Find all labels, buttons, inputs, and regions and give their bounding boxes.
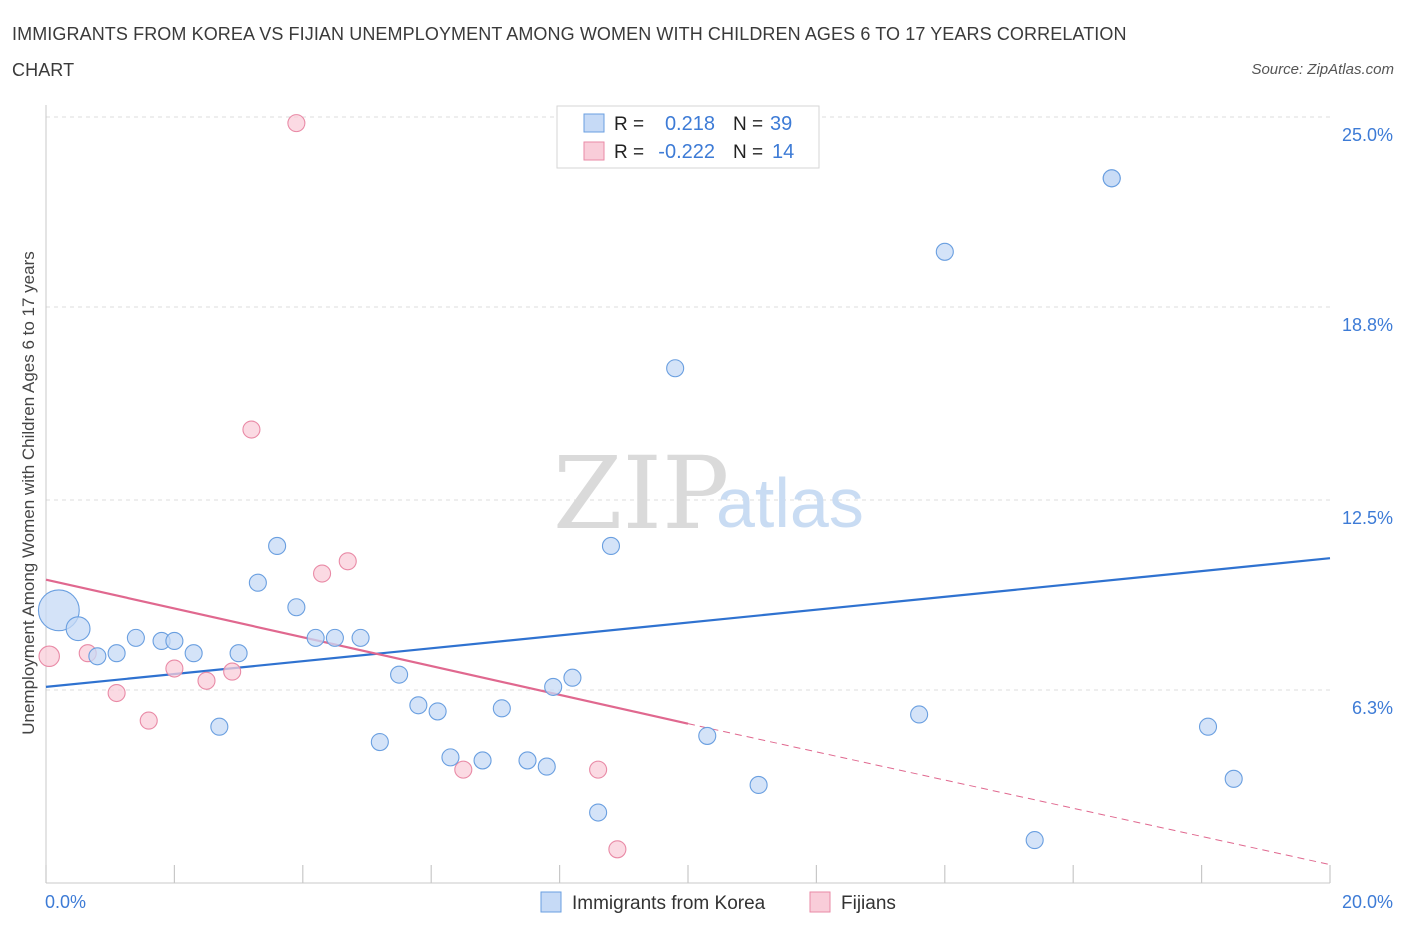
data-points bbox=[37, 114, 1243, 859]
korea-trend-line bbox=[45, 557, 1331, 688]
korea-point bbox=[563, 668, 582, 687]
korea-point bbox=[666, 359, 685, 378]
y-tick-label: 25.0% bbox=[1342, 125, 1393, 145]
legend-fijians-swatch bbox=[809, 891, 831, 913]
korea-n-value: 39 bbox=[770, 113, 792, 135]
korea-point bbox=[589, 803, 608, 822]
fijian-point bbox=[313, 564, 332, 583]
korea-point bbox=[544, 677, 563, 696]
korea-point bbox=[165, 631, 184, 650]
korea-point bbox=[268, 536, 287, 556]
fijian-r-value: -0.222 bbox=[658, 141, 715, 163]
source-label: Source: ZipAtlas.com bbox=[1251, 61, 1394, 78]
series-legend: Immigrants from Korea Fijians bbox=[540, 891, 896, 914]
korea-point bbox=[325, 628, 344, 647]
korea-r-label: R = bbox=[614, 114, 644, 135]
korea-point bbox=[370, 733, 389, 752]
chart-title: IMMIGRANTS FROM KOREA VS FIJIAN UNEMPLOY… bbox=[12, 24, 1127, 80]
fijian-point bbox=[165, 659, 184, 678]
korea-point bbox=[601, 536, 621, 556]
y-tick-label: 12.5% bbox=[1342, 508, 1393, 528]
stats-legend: R = 0.218 N = 39 R = -0.222 N = 14 bbox=[556, 105, 820, 169]
watermark-zip: ZIP bbox=[553, 435, 729, 552]
korea-point bbox=[287, 598, 306, 617]
korea-point bbox=[107, 644, 126, 663]
fijian-n-value: 14 bbox=[772, 141, 794, 163]
y-tick-label: 6.3% bbox=[1352, 698, 1393, 718]
x-tick-label-max: 20.0% bbox=[1342, 892, 1393, 912]
korea-point bbox=[1025, 831, 1044, 850]
korea-point bbox=[537, 757, 556, 776]
fijian-point bbox=[454, 760, 473, 779]
korea-point bbox=[390, 665, 409, 684]
korea-n-label: N = bbox=[733, 114, 763, 135]
y-axis-label: Unemployment Among Women with Children A… bbox=[19, 251, 38, 735]
legend-korea-swatch bbox=[540, 891, 562, 913]
fijian-point bbox=[107, 683, 126, 703]
korea-point bbox=[229, 644, 248, 663]
fijian-point bbox=[589, 760, 608, 779]
fijian-trend-line bbox=[45, 578, 689, 725]
y-tick-label: 18.8% bbox=[1342, 315, 1393, 335]
y-tick-labels: 6.3% 12.5% 18.8% 25.0% bbox=[1342, 125, 1393, 718]
watermark-atlas: atlas bbox=[716, 464, 864, 542]
fijian-trend-line-extension bbox=[687, 723, 1331, 866]
legend-korea-label: Immigrants from Korea bbox=[572, 893, 766, 914]
fijian-point bbox=[197, 671, 216, 690]
korea-point bbox=[428, 702, 447, 721]
fijian-point bbox=[608, 840, 627, 859]
korea-point bbox=[935, 242, 954, 261]
fijian-r-label: R = bbox=[614, 142, 644, 163]
korea-swatch bbox=[583, 113, 605, 133]
korea-point bbox=[1102, 169, 1121, 188]
korea-point bbox=[306, 628, 325, 647]
korea-point bbox=[409, 696, 428, 715]
korea-point bbox=[1198, 717, 1218, 736]
korea-point bbox=[1224, 769, 1243, 788]
fijian-point bbox=[338, 552, 357, 571]
x-tick-label-min: 0.0% bbox=[45, 892, 86, 912]
trend-lines bbox=[45, 557, 1331, 866]
korea-point bbox=[65, 616, 91, 642]
korea-point bbox=[492, 699, 511, 718]
korea-point bbox=[184, 644, 203, 663]
korea-point bbox=[126, 628, 145, 647]
gridlines bbox=[46, 116, 1330, 691]
fijian-point bbox=[38, 645, 60, 668]
fijian-point bbox=[223, 662, 242, 681]
korea-point bbox=[473, 751, 492, 770]
korea-point bbox=[910, 705, 929, 724]
fijian-swatch bbox=[583, 141, 605, 161]
axes bbox=[45, 105, 1331, 884]
legend-fijians-label: Fijians bbox=[841, 893, 896, 914]
fijian-n-label: N = bbox=[733, 142, 763, 163]
fijian-point bbox=[242, 420, 261, 439]
korea-r-value: 0.218 bbox=[665, 113, 715, 135]
fijian-point bbox=[139, 711, 158, 730]
korea-point bbox=[248, 573, 267, 592]
korea-point bbox=[351, 628, 370, 647]
korea-point bbox=[88, 647, 107, 666]
korea-point bbox=[518, 751, 537, 770]
korea-point bbox=[441, 748, 460, 767]
korea-point bbox=[698, 726, 717, 745]
korea-point bbox=[210, 717, 229, 736]
fijian-point bbox=[287, 114, 306, 133]
korea-point bbox=[749, 775, 768, 795]
